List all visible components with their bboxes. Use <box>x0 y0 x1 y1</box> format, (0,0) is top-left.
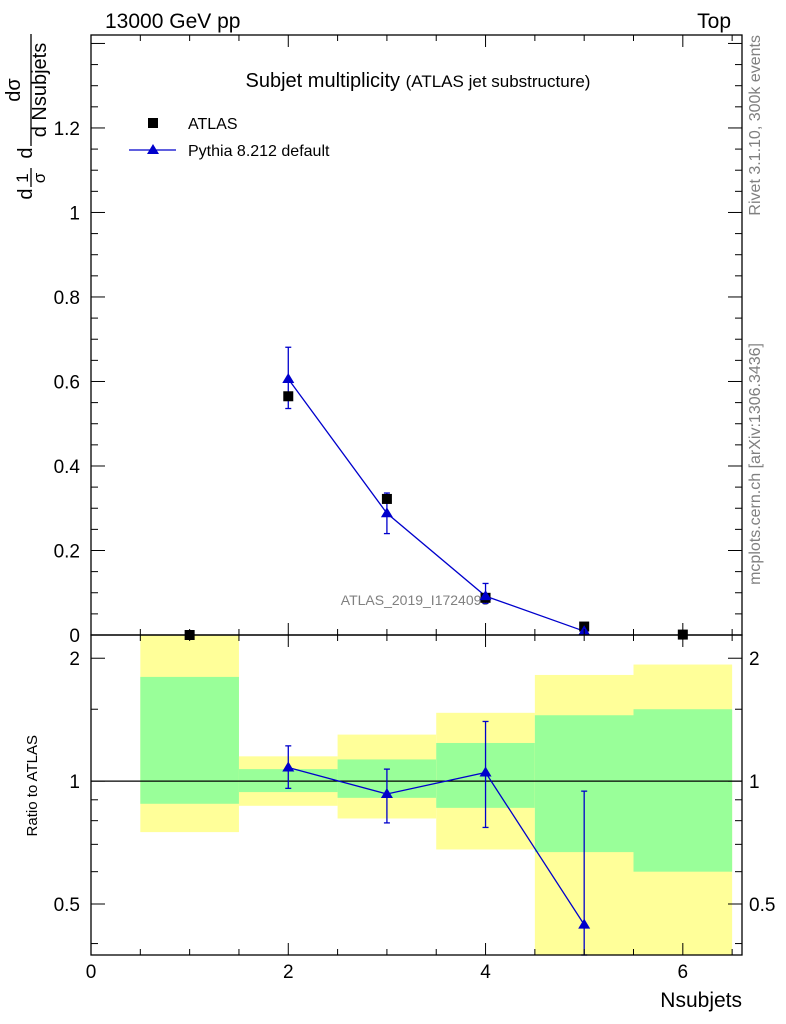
ratio-line <box>288 766 585 926</box>
header-left: 13000 GeV pp <box>105 10 240 33</box>
y-tick-label: 1 <box>69 203 80 224</box>
ratio-panel-frame <box>90 634 743 956</box>
atlas-data-point <box>381 493 392 504</box>
ratio-band-inner <box>140 676 239 804</box>
y-tick-label: 0 <box>69 626 80 647</box>
x-tick-label: 4 <box>480 962 491 983</box>
ratio-y-tick-label-right: 2 <box>749 649 760 670</box>
rivet-label: Rivet 3.1.10, 300k events <box>747 35 764 216</box>
ratio-point <box>380 787 393 798</box>
ratio-y-tick-label-right: 1 <box>749 772 760 793</box>
ratio-point <box>282 761 295 772</box>
legend-mc-label: Pythia 8.212 default <box>188 143 330 160</box>
analysis-watermark: ATLAS_2019_I1724098 <box>341 592 490 608</box>
legend-mc-marker <box>147 144 159 154</box>
plot-title-main: Subjet multiplicity <box>246 70 401 92</box>
x-axis-label: Nsubjets <box>660 989 742 1012</box>
ratio-point <box>479 766 492 777</box>
plot-title: Subjet multiplicity (ATLAS jet substruct… <box>246 70 591 92</box>
ratio-y-tick-label: 2 <box>69 649 80 670</box>
legend: ATLAS Pythia 8.212 default <box>129 116 330 160</box>
x-tick-label: 6 <box>678 962 689 983</box>
x-tick-label: 2 <box>283 962 294 983</box>
x-tick-label: 0 <box>86 962 97 983</box>
y-tick-label: 0.6 <box>54 372 80 393</box>
ratio-y-tick-label: 1 <box>69 772 80 793</box>
y-tick-label: 0.4 <box>54 457 81 478</box>
ratio-band-inner <box>633 709 733 872</box>
y-axis-label-top: d 1 σ d dσ d Nsubjets <box>3 34 51 200</box>
y-tick-label: 1.2 <box>54 119 80 140</box>
legend-atlas-label: ATLAS <box>188 116 238 133</box>
atlas-data-point <box>283 391 294 402</box>
svg-text:d: d <box>15 188 37 199</box>
legend-atlas-marker <box>148 118 158 128</box>
mc-line <box>287 378 585 632</box>
mc-point <box>282 372 295 383</box>
y-tick-label: 0.8 <box>54 288 80 309</box>
y-axis-label-bottom: Ratio to ATLAS <box>24 735 41 836</box>
svg-text:d: d <box>15 147 37 158</box>
svg-text:dσ: dσ <box>3 78 25 102</box>
header-right: Top <box>697 10 731 33</box>
svg-text:σ: σ <box>30 172 49 183</box>
y-tick-label: 0.2 <box>54 541 80 562</box>
mcplots-label: mcplots.cern.ch [arXiv:1306.3436] <box>747 343 764 585</box>
ratio-point <box>578 918 591 929</box>
mc-point <box>380 507 393 518</box>
ratio-y-tick-label-right: 0.5 <box>749 895 775 916</box>
mc-point <box>479 590 492 601</box>
ratio-y-tick-label: 0.5 <box>54 895 80 916</box>
svg-text:1: 1 <box>13 173 32 182</box>
svg-text:d Nsubjets: d Nsubjets <box>29 43 51 138</box>
plot-title-sub: (ATLAS jet substructure) <box>406 72 591 91</box>
